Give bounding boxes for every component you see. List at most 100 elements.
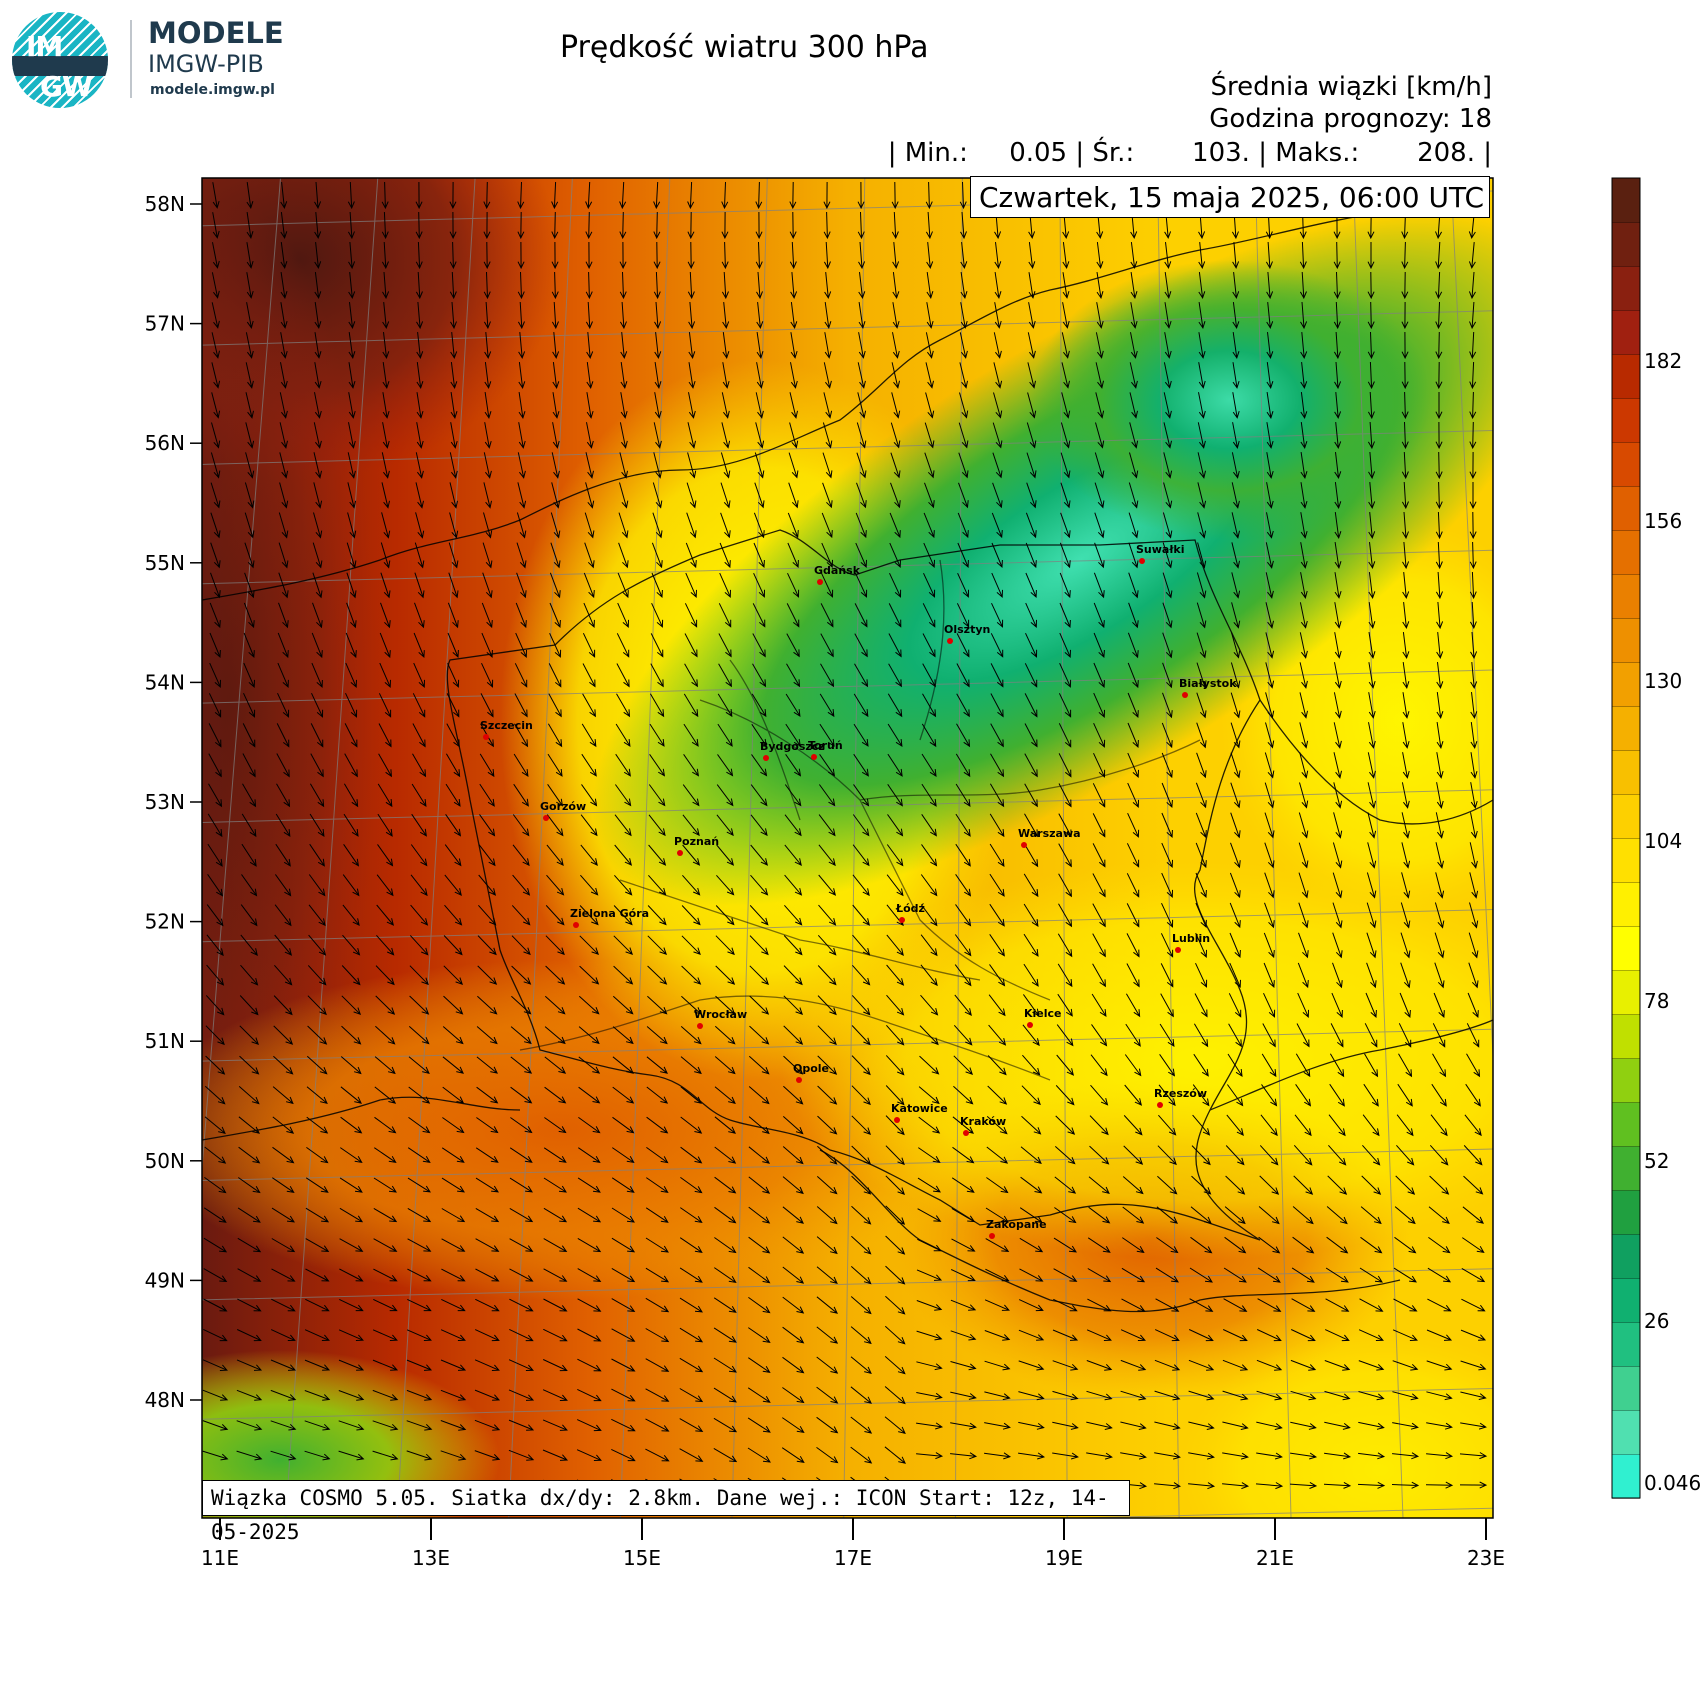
city-dot <box>1027 1022 1033 1028</box>
city-dot <box>677 850 683 856</box>
logo-text-bottom: GW <box>40 70 93 103</box>
colorbar-cell <box>1611 265 1641 311</box>
colorbar-cell <box>1611 177 1641 223</box>
colorbar-label: 52 <box>1644 1149 1669 1173</box>
colorbar-cell <box>1611 1321 1641 1367</box>
lon-tick-label: 21E <box>1256 1546 1294 1570</box>
city-dot <box>1021 842 1027 848</box>
colorbar-cell <box>1611 881 1641 927</box>
colorbar-cell <box>1611 661 1641 707</box>
city-label: Poznań <box>674 835 719 848</box>
lat-tick-label: 53N <box>145 790 185 814</box>
city-dot <box>1139 558 1145 564</box>
lat-tick-label: 49N <box>145 1268 185 1292</box>
city-dot <box>1182 692 1188 698</box>
brand-subtitle: IMGW-PIB <box>148 50 264 78</box>
colorbar-cell <box>1611 837 1641 883</box>
city-dot <box>483 734 489 740</box>
colorbar-cell <box>1611 1101 1641 1147</box>
model-info-box: Wiązka COSMO 5.05. Siatka dx/dy: 2.8km. … <box>202 1480 1130 1544</box>
city-dot <box>989 1233 995 1239</box>
colorbar-label: 26 <box>1644 1309 1669 1333</box>
colorbar-cell <box>1611 441 1641 487</box>
lat-tick-label: 55N <box>145 551 185 575</box>
city-label: Kraków <box>960 1115 1006 1128</box>
city-label: Wrocław <box>694 1008 747 1021</box>
city-dot <box>1157 1102 1163 1108</box>
colorbar-cell <box>1611 1145 1641 1191</box>
border-czech-slovakia <box>202 1096 1401 1313</box>
city-label: Opole <box>793 1062 829 1075</box>
lat-tick-label: 58N <box>145 192 185 216</box>
lat-tick-label: 57N <box>145 312 185 336</box>
colorbar-cell <box>1611 1409 1641 1455</box>
colorbar-cell <box>1611 925 1641 971</box>
colorbar: 182 156 130 104 78 52 26 0.046 <box>1611 177 1700 1499</box>
city-label: Warszawa <box>1018 827 1081 840</box>
longitude-axis: 11E 13E 15E 17E 19E 21E 23E <box>201 1518 1505 1570</box>
colorbar-cell <box>1611 221 1641 267</box>
lat-tick-label: 48N <box>145 1388 185 1412</box>
colorbar-cell <box>1611 353 1641 399</box>
header-units: Średnia wiązki [km/h] <box>1210 72 1492 102</box>
city-label: Lublin <box>1172 932 1210 945</box>
lat-tick-label: 51N <box>145 1029 185 1053</box>
city-label: Katowice <box>891 1102 948 1115</box>
colorbar-cell <box>1611 793 1641 839</box>
brand-url: modele.imgw.pl <box>150 82 275 98</box>
map-frame <box>201 177 1494 1519</box>
poland-border <box>446 529 1261 1241</box>
lat-tick-label: 56N <box>145 431 185 455</box>
colorbar-cell <box>1611 485 1641 531</box>
city-dot <box>963 1130 969 1136</box>
city-label: Suwałki <box>1136 543 1185 556</box>
colorbar-cell <box>1611 1189 1641 1235</box>
city-dot <box>697 1023 703 1029</box>
colorbar-label: 104 <box>1644 829 1682 853</box>
colorbar-cell <box>1611 1365 1641 1411</box>
border-east <box>1209 699 1493 1111</box>
city-dot <box>899 917 905 923</box>
city-label: Olsztyn <box>944 623 990 636</box>
colorbar-cell <box>1611 1277 1641 1323</box>
city-label: Szczecin <box>480 719 533 732</box>
lon-tick-label: 13E <box>412 1546 450 1570</box>
lon-tick-label: 23E <box>1467 1546 1505 1570</box>
city-label: Gorzów <box>540 800 586 813</box>
brand-title: MODELE <box>148 16 284 50</box>
colorbar-cell <box>1611 397 1641 443</box>
colorbar-cell <box>1611 617 1641 663</box>
city-dot <box>763 755 769 761</box>
colorbar-cell <box>1611 573 1641 619</box>
city-label: Bydgoszcz <box>760 740 825 753</box>
lat-tick-label: 50N <box>145 1149 185 1173</box>
city-label: Kielce <box>1024 1007 1062 1020</box>
lat-tick-label: 54N <box>145 670 185 694</box>
colorbar-cell <box>1611 1453 1641 1499</box>
city-dot <box>573 922 579 928</box>
lon-tick-label: 17E <box>834 1546 872 1570</box>
city-markers: Gdańsk Olsztyn Suwałki Białystok Szczecin Gor… <box>480 543 1237 1239</box>
valid-date-box: Czwartek, 15 maja 2025, 06:00 UTC <box>970 176 1490 218</box>
lon-tick-label: 19E <box>1045 1546 1083 1570</box>
lon-tick-label: 15E <box>623 1546 661 1570</box>
colorbar-label: 78 <box>1644 989 1669 1013</box>
city-dot <box>796 1077 802 1083</box>
colorbar-cell <box>1611 529 1641 575</box>
colorbar-label: 182 <box>1644 349 1682 373</box>
city-label: Zielona Góra <box>570 907 649 920</box>
city-dot <box>543 815 549 821</box>
colorbar-label: 156 <box>1644 509 1682 533</box>
colorbar-cell <box>1611 749 1641 795</box>
colorbar-cell <box>1611 1233 1641 1279</box>
city-label: Toruń <box>808 739 843 752</box>
imgw-logo: IM GW <box>12 12 108 108</box>
city-label: Zakopane <box>986 1218 1047 1231</box>
voivodeship-lines <box>519 559 1201 1081</box>
colorbar-cell <box>1611 1057 1641 1103</box>
city-dot <box>947 638 953 644</box>
stats-line: | Min.: 0.05 | Śr.: 103. | Maks.: 208. | <box>887 138 1492 168</box>
city-label: Łódź <box>895 902 925 915</box>
logo-divider <box>130 20 132 98</box>
